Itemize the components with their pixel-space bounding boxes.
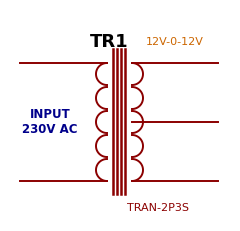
Text: 12V-0-12V: 12V-0-12V — [146, 37, 204, 47]
Text: TR1: TR1 — [90, 33, 128, 51]
Text: 230V AC: 230V AC — [22, 123, 78, 136]
Text: TRAN-2P3S: TRAN-2P3S — [127, 202, 189, 212]
Text: INPUT: INPUT — [30, 108, 70, 121]
